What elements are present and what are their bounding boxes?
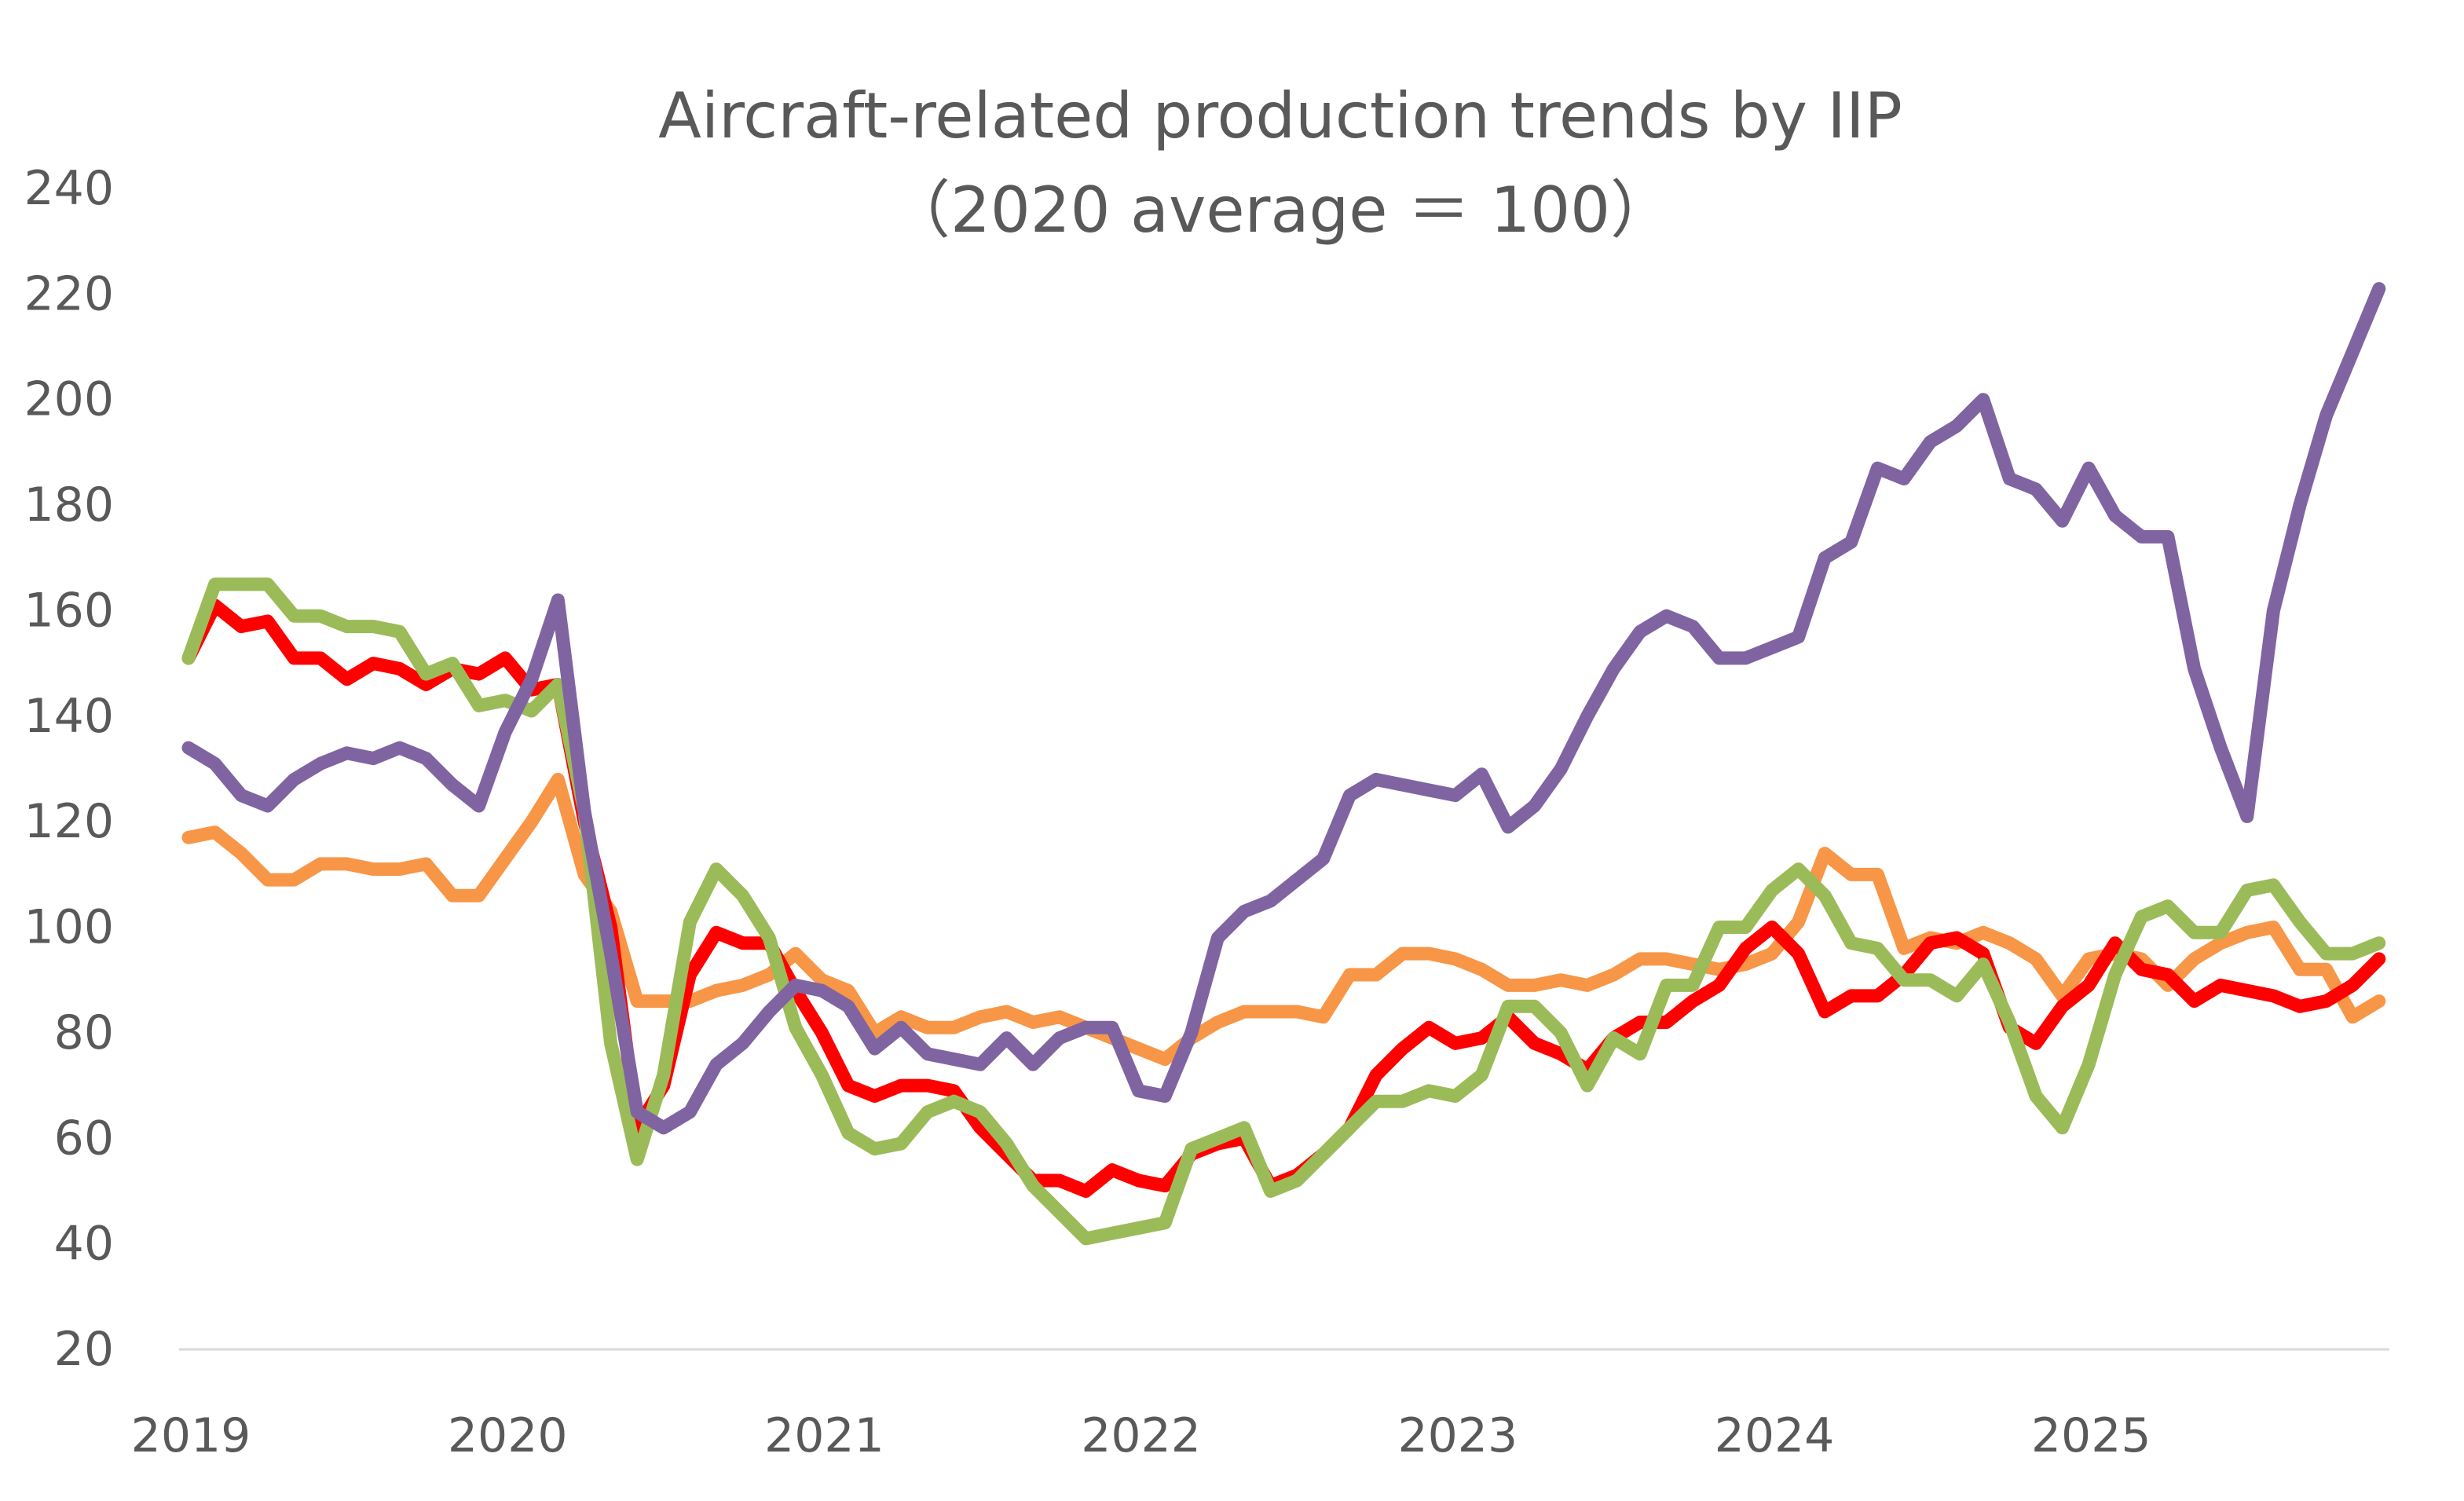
y-tick-label: 240 bbox=[24, 161, 114, 216]
y-tick-label: 60 bbox=[54, 1111, 114, 1166]
x-tick-label: 2025 bbox=[2031, 1408, 2151, 1463]
series-lines bbox=[181, 282, 2386, 1246]
series-line-4 bbox=[181, 282, 2386, 1135]
chart-title: Aircraft-related production trends by II… bbox=[658, 79, 1902, 152]
chart-subtitle: （2020 average ＝ 100） bbox=[888, 174, 1673, 247]
y-tick-label: 160 bbox=[24, 583, 114, 638]
x-tick-label: 2022 bbox=[1081, 1408, 1201, 1463]
x-axis-ticks: 2019 2020 2021 2022 2023 2024 2025 bbox=[131, 1408, 2151, 1463]
y-tick-label: 20 bbox=[54, 1322, 114, 1377]
y-tick-label: 200 bbox=[24, 372, 114, 427]
x-tick-label: 2019 bbox=[131, 1408, 251, 1463]
x-tick-label: 2021 bbox=[764, 1408, 884, 1463]
y-tick-label: 40 bbox=[54, 1217, 114, 1272]
y-tick-label: 220 bbox=[24, 266, 114, 321]
series-line-3 bbox=[181, 577, 2386, 1246]
y-tick-label: 180 bbox=[24, 478, 114, 533]
y-tick-label: 80 bbox=[54, 1005, 114, 1060]
y-tick-label: 140 bbox=[24, 689, 114, 744]
x-tick-label: 2020 bbox=[448, 1408, 568, 1463]
y-tick-label: 100 bbox=[24, 900, 114, 955]
y-tick-label: 120 bbox=[24, 794, 114, 849]
x-tick-label: 2023 bbox=[1397, 1408, 1518, 1463]
y-axis-ticks: 20 40 60 80 100 120 140 160 180 200 220 240 bbox=[24, 161, 114, 1377]
x-tick-label: 2024 bbox=[1715, 1408, 1835, 1463]
series-line-1 bbox=[181, 772, 2386, 1066]
